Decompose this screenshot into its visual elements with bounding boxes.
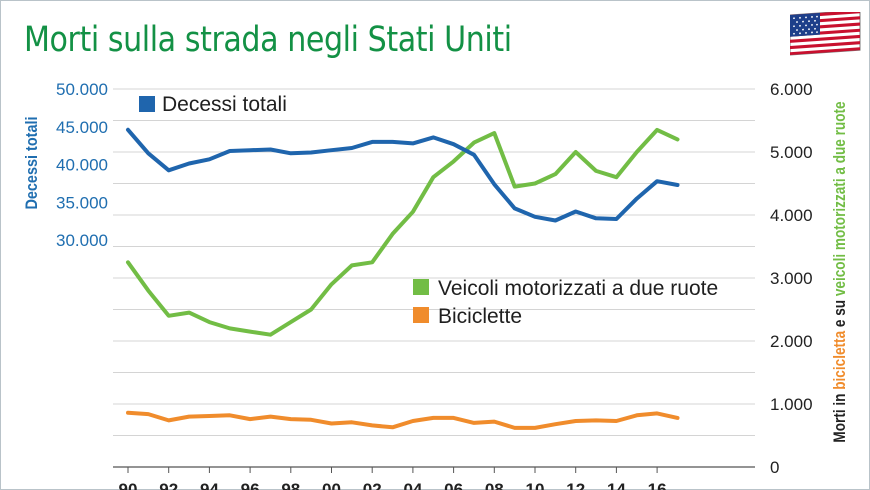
legend-label-motorcycle: Veicoli motorizzati a due ruote	[438, 277, 718, 300]
x-tick-label: 06	[444, 480, 463, 490]
left-tick-label: 50.000	[56, 80, 108, 99]
left-tick-label: 40.000	[56, 156, 108, 175]
right-tick-label: 6.000	[770, 80, 813, 99]
left-axis-label: Decessi totali	[23, 116, 41, 209]
series-lines	[126, 127, 680, 430]
right-axis-label-motorcycle: veicoli motorizzati a due ruote	[831, 101, 850, 296]
x-tick-label: 10	[526, 480, 545, 490]
right-axis-ticks: 0 1.000 2.000 3.000 4.000 5.000 6.000	[770, 80, 813, 477]
chart-title: Morti sulla strada negli Stati Uniti	[24, 20, 512, 60]
legend: Decessi totali Veicoli motorizzati a due…	[139, 93, 718, 328]
legend-swatch-bicycle	[413, 307, 429, 323]
left-tick-label: 45.000	[56, 118, 108, 137]
right-axis-label: Morti in bicicletta e su veicoli motoriz…	[831, 101, 850, 443]
x-tick-label: 04	[403, 480, 422, 490]
left-tick-label: 30.000	[56, 231, 108, 250]
right-tick-label: 1.000	[770, 395, 813, 414]
right-tick-label: 2.000	[770, 332, 813, 351]
right-tick-label: 4.000	[770, 206, 813, 225]
x-tick-label: 98	[281, 480, 300, 490]
x-tick-label: 00	[322, 480, 341, 490]
legend-label-bicycle: Biciclette	[438, 305, 522, 328]
left-tick-label: 35.000	[56, 193, 108, 212]
legend-swatch-total	[139, 96, 155, 112]
left-axis-ticks: 30.000 35.000 40.000 45.000 50.000	[56, 80, 108, 250]
x-tick-label: 08	[485, 480, 504, 490]
x-tick-label: 12	[566, 480, 585, 490]
grid	[113, 88, 755, 468]
series-line-biciclette	[126, 410, 680, 430]
x-tick-label: 94	[200, 480, 219, 490]
x-tick-label: 96	[241, 480, 260, 490]
us-flag-icon	[790, 12, 861, 56]
x-tick-label: 92	[159, 480, 178, 490]
right-tick-label: 0	[770, 458, 779, 477]
legend-swatch-motorcycle	[413, 279, 429, 295]
x-tick-label: 90	[119, 480, 138, 490]
right-axis-label-bicycle: bicicletta	[831, 330, 850, 389]
series-line-veicoli-motorizzati-a-due-ruote	[126, 127, 680, 337]
right-axis-label-part: e su	[831, 296, 850, 331]
right-axis-label-part: Morti in	[831, 390, 850, 443]
x-axis-ticks: 90 92 94 96 98 00 02 04 06 08 10 12 14 16	[119, 467, 667, 490]
series-line-decessi-totali	[126, 127, 680, 223]
x-tick-label: 16	[648, 480, 667, 490]
legend-label-total: Decessi totali	[162, 93, 287, 116]
x-tick-label: 02	[363, 480, 382, 490]
right-tick-label: 3.000	[770, 269, 813, 288]
x-tick-label: 14	[607, 480, 626, 490]
right-tick-label: 5.000	[770, 143, 813, 162]
